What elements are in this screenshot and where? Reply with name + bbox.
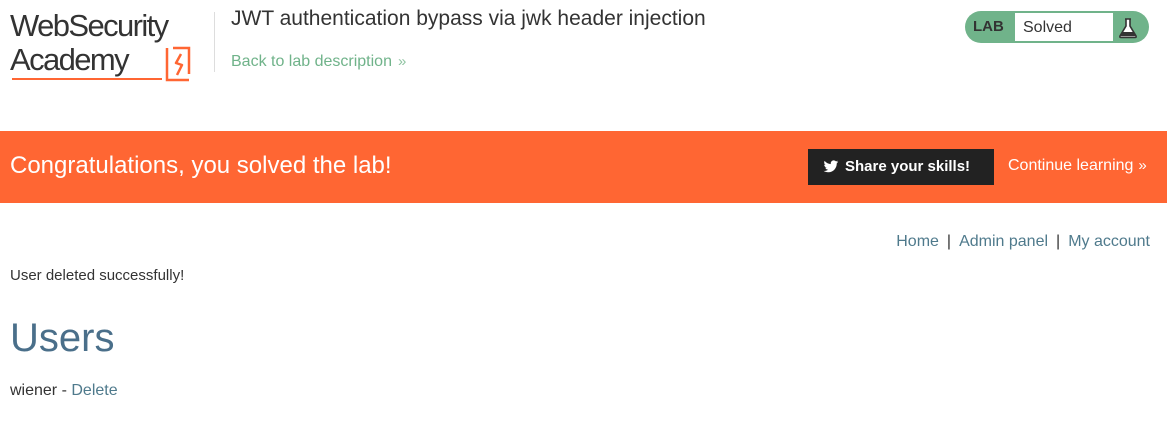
continue-learning-label: Continue learning xyxy=(1008,157,1134,174)
lab-status-widget: LAB Solved xyxy=(965,11,1149,43)
users-heading: Users xyxy=(10,316,115,360)
solved-banner: Congratulations, you solved the lab! Sha… xyxy=(0,131,1167,203)
share-your-skills-button[interactable]: Share your skills! xyxy=(808,149,994,185)
nav-separator: | xyxy=(1056,233,1061,250)
nav-my-account-link[interactable]: My account xyxy=(1068,233,1150,250)
back-link-label: Back to lab description xyxy=(231,53,392,70)
user-row: wiener - Delete xyxy=(10,382,118,400)
logo-divider xyxy=(214,12,215,72)
lab-title: JWT authentication bypass via jwk header… xyxy=(231,7,706,30)
web-security-academy-logo[interactable]: WebSecurity Academy xyxy=(10,8,215,83)
delete-user-link[interactable]: Delete xyxy=(71,382,118,399)
nav-home-link[interactable]: Home xyxy=(896,233,939,250)
double-chevron-right-icon: » xyxy=(1138,157,1147,174)
logo-text-line2: Academy xyxy=(10,42,130,77)
user-row-separator: - xyxy=(61,382,67,399)
top-nav: Home | Admin panel | My account xyxy=(896,233,1150,251)
logo-mark-icon xyxy=(165,46,191,82)
status-message: User deleted successfully! xyxy=(10,267,185,284)
lab-status-value: Solved xyxy=(1023,19,1072,36)
solved-message: Congratulations, you solved the lab! xyxy=(10,152,392,179)
share-button-label: Share your skills! xyxy=(845,158,971,175)
flask-icon xyxy=(1119,18,1137,39)
double-chevron-right-icon: » xyxy=(397,53,407,70)
lab-status-value-box: Solved xyxy=(1015,13,1113,41)
back-to-lab-description-link[interactable]: Back to lab description » xyxy=(231,53,406,71)
continue-learning-link[interactable]: Continue learning» xyxy=(1008,157,1147,175)
user-name: wiener xyxy=(10,382,58,399)
page-header: WebSecurity Academy JWT authentication b… xyxy=(0,0,1167,131)
nav-admin-panel-link[interactable]: Admin panel xyxy=(959,233,1049,250)
lab-status-label: LAB xyxy=(973,18,1004,35)
logo-underline xyxy=(12,78,162,80)
logo-text-line1: WebSecurity xyxy=(10,8,169,43)
nav-separator: | xyxy=(946,233,952,250)
twitter-icon xyxy=(823,160,839,173)
